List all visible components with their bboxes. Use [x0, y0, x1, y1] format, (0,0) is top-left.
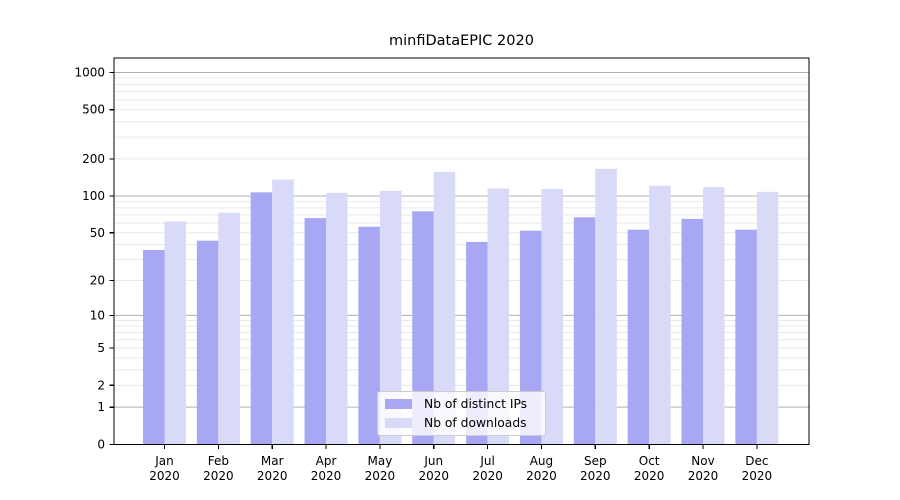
y-tick-label-1000: 1000 — [74, 65, 105, 79]
bar-downloads-aug — [541, 188, 563, 445]
chart-title: minfiDataEPIC 2020 — [389, 33, 534, 49]
x-tick-label-apr: Apr 2020 — [311, 454, 342, 483]
bar-downloads-oct — [649, 185, 671, 445]
bar-distinct-ips-apr — [304, 218, 327, 445]
bar-distinct-ips-jan — [143, 250, 165, 445]
y-tick-label-100: 100 — [82, 189, 105, 203]
plot-frame — [113, 57, 810, 446]
bar-downloads-jun — [433, 171, 456, 445]
y-tick-label-10: 10 — [90, 308, 105, 322]
legend-item-distinct-ips: Nb of distinct IPs — [385, 397, 537, 411]
bar-distinct-ips-oct — [627, 229, 650, 445]
legend-label-distinct-ips: Nb of distinct IPs — [424, 397, 528, 411]
legend: Nb of distinct IPs Nb of downloads — [377, 391, 546, 436]
bar-distinct-ips-dec — [735, 229, 757, 445]
bar-downloads-feb — [218, 212, 240, 445]
y-tick-label-200: 200 — [82, 152, 105, 166]
x-tick-label-dec: Dec 2020 — [742, 454, 773, 483]
bar-downloads-jul — [487, 188, 510, 445]
bar-downloads-may — [379, 190, 402, 445]
legend-swatch-downloads — [385, 418, 412, 428]
x-tick-label-may: May 2020 — [365, 454, 396, 483]
y-tick-label-500: 500 — [82, 103, 105, 117]
bar-downloads-sep — [595, 168, 617, 445]
y-tick-label-1: 1 — [97, 400, 105, 414]
bar-distinct-ips-jun — [412, 211, 434, 445]
bar-downloads-mar — [272, 179, 294, 445]
bar-distinct-ips-may — [358, 226, 380, 445]
bar-distinct-ips-feb — [196, 240, 219, 445]
y-tick-label-5: 5 — [97, 341, 105, 355]
y-tick-label-0: 0 — [97, 438, 105, 452]
bar-downloads-jan — [164, 221, 186, 445]
bar-downloads-apr — [326, 192, 348, 445]
bar-distinct-ips-nov — [681, 218, 703, 445]
x-tick-label-mar: Mar 2020 — [257, 454, 288, 483]
x-tick-label-jul: Jul 2020 — [472, 454, 503, 483]
x-tick-label-oct: Oct 2020 — [634, 454, 665, 483]
bar-downloads-dec — [756, 191, 779, 445]
x-tick-label-feb: Feb 2020 — [203, 454, 234, 483]
y-tick-label-2: 2 — [97, 378, 105, 392]
y-tick-label-50: 50 — [90, 226, 105, 240]
x-tick-label-aug: Aug 2020 — [526, 454, 557, 483]
x-tick-label-nov: Nov 2020 — [688, 454, 719, 483]
y-tick-label-20: 20 — [90, 274, 105, 288]
x-tick-label-jun: Jun 2020 — [418, 454, 449, 483]
legend-label-downloads: Nb of downloads — [424, 416, 527, 430]
legend-swatch-distinct-ips — [385, 399, 412, 409]
x-tick-label-sep: Sep 2020 — [580, 454, 611, 483]
x-tick-label-jan: Jan 2020 — [149, 454, 180, 483]
legend-item-downloads: Nb of downloads — [385, 416, 537, 430]
bar-downloads-nov — [703, 187, 725, 445]
bar-distinct-ips-sep — [573, 217, 596, 445]
bar-distinct-ips-mar — [250, 192, 273, 445]
